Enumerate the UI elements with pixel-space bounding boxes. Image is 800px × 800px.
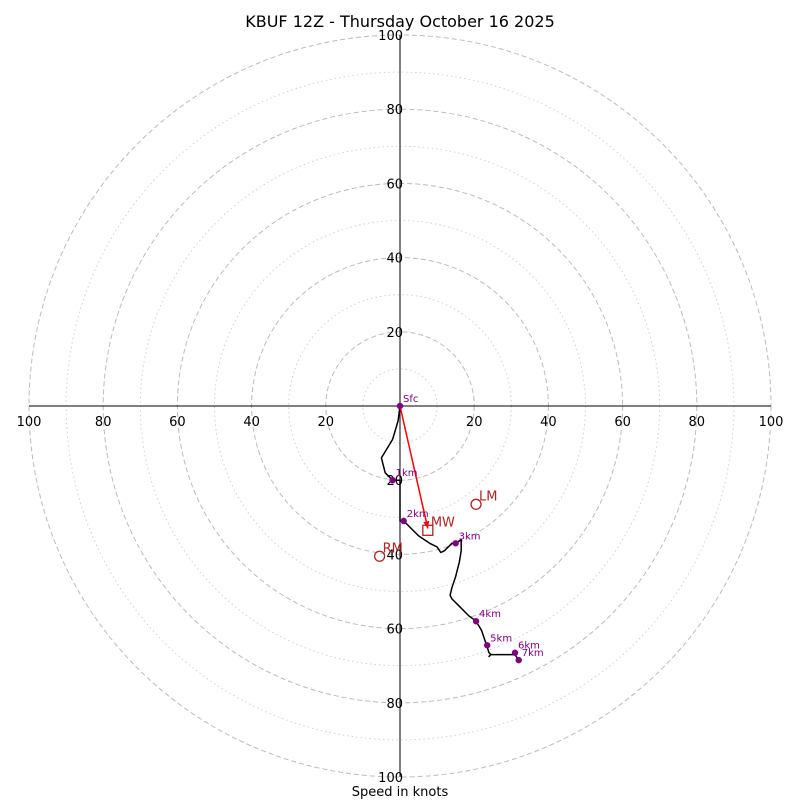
storm-motion-group: LM RM MW: [373, 489, 498, 562]
x-tick-label: 80: [95, 415, 112, 430]
lm-marker: [470, 498, 482, 510]
height-marker-sfc: [396, 402, 404, 410]
height-label-6km: 6km: [518, 641, 540, 652]
height-marker-3km: [452, 540, 459, 547]
y-tick-label: 100: [378, 29, 403, 44]
x-tick-label: 100: [759, 415, 784, 430]
height-marker-7km: [515, 656, 522, 664]
height-label-2km: 2km: [407, 509, 429, 520]
y-tick-label: 40: [386, 548, 403, 563]
height-marker-6km: [511, 649, 519, 656]
height-marker-5km: [483, 642, 491, 649]
x-tick-label: 100: [17, 415, 42, 430]
height-label-4km: 4km: [479, 609, 501, 620]
x-tick-label: 60: [169, 415, 186, 430]
chart-title: KBUF 12Z - Thursday October 16 2025: [245, 12, 555, 31]
y-tick-label: 60: [386, 623, 403, 638]
hodograph-trace: [380, 405, 520, 661]
rm-marker: [373, 550, 386, 562]
y-tick-label: 60: [386, 177, 403, 192]
mw-marker: [422, 524, 434, 536]
height-marker-2km: [400, 517, 407, 525]
x-tick-label: 20: [318, 415, 335, 430]
y-tick-label: 80: [386, 697, 403, 712]
mw-label: MW: [431, 515, 455, 530]
x-tick-label: 60: [614, 415, 631, 430]
height-label-5km: 5km: [490, 633, 512, 644]
height-marker-1km: [389, 477, 396, 484]
x-tick-label: 40: [243, 415, 260, 430]
y-tick-label: 20: [386, 326, 403, 341]
y-tick-label: 80: [386, 103, 403, 118]
tick-labels: 1008060402020406080100100806040202040608…: [17, 29, 784, 786]
x-tick-label: 40: [540, 415, 557, 430]
hodograph-trace-group: [380, 405, 520, 661]
y-tick-label: 40: [386, 252, 403, 267]
height-label-1km: 1km: [396, 468, 418, 479]
x-tick-label: 80: [689, 415, 706, 430]
x-tick-label: 20: [466, 415, 483, 430]
height-marker-4km: [472, 617, 480, 625]
x-axis-label: Speed in knots: [352, 785, 449, 800]
shear-vector-line: [399, 405, 429, 529]
rm-label: RM: [383, 541, 403, 556]
height-label-sfc: Sfc: [403, 394, 418, 405]
height-label-3km: 3km: [459, 531, 481, 542]
lm-label: LM: [479, 489, 497, 504]
height-label-7km: 7km: [522, 648, 544, 659]
y-tick-label: 100: [378, 771, 403, 786]
